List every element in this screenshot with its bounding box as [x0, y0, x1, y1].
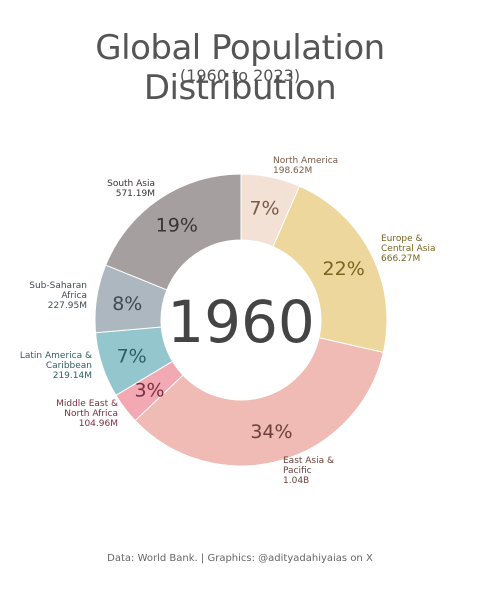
region-label-sub-saharan-africa: Sub-Saharan — [29, 281, 87, 291]
pct-label-middle-east-north-africa: 3% — [134, 380, 164, 402]
chart-title: Global Population Distribution — [95, 28, 385, 108]
value-label-europe-central-asia: 666.27M — [381, 254, 420, 264]
region-label-sub-saharan-africa: Africa — [61, 291, 87, 301]
value-label-south-asia: 571.19M — [116, 189, 155, 199]
source-caption: Data: World Bank. | Graphics: @adityadah… — [107, 553, 373, 564]
value-label-middle-east-north-africa: 104.96M — [79, 419, 118, 429]
pct-label-north-america: 7% — [249, 197, 279, 219]
slice-europe-central-asia — [272, 185, 388, 354]
pct-label-east-asia-pacific: 34% — [250, 421, 292, 443]
region-label-middle-east-north-africa: Middle East & — [56, 399, 118, 409]
region-label-south-asia: South Asia — [107, 179, 155, 189]
region-label-latin-america-caribbean: Caribbean — [46, 361, 92, 371]
value-label-east-asia-pacific: 1.04B — [283, 476, 309, 486]
pct-label-europe-central-asia: 22% — [323, 258, 365, 280]
chart-subtitle: (1960 to 2023) — [179, 66, 301, 85]
region-label-east-asia-pacific: East Asia & — [283, 456, 334, 466]
pct-label-sub-saharan-africa: 8% — [112, 293, 142, 315]
slice-south-asia — [105, 173, 242, 291]
region-label-north-america: North America — [273, 156, 338, 166]
value-label-north-america: 198.62M — [273, 166, 312, 176]
region-label-europe-central-asia: Central Asia — [381, 244, 436, 254]
value-label-latin-america-caribbean: 219.14M — [53, 371, 92, 381]
region-label-middle-east-north-africa: North Africa — [64, 409, 118, 419]
slice-east-asia-pacific — [134, 337, 384, 467]
pct-label-latin-america-caribbean: 7% — [117, 346, 147, 368]
pct-label-south-asia: 19% — [156, 215, 198, 237]
region-label-east-asia-pacific: Pacific — [283, 466, 312, 476]
region-label-latin-america-caribbean: Latin America & — [20, 351, 92, 361]
center-year-label: 1960 — [167, 288, 315, 356]
region-label-europe-central-asia: Europe & — [381, 234, 423, 244]
value-label-sub-saharan-africa: 227.95M — [48, 301, 87, 311]
